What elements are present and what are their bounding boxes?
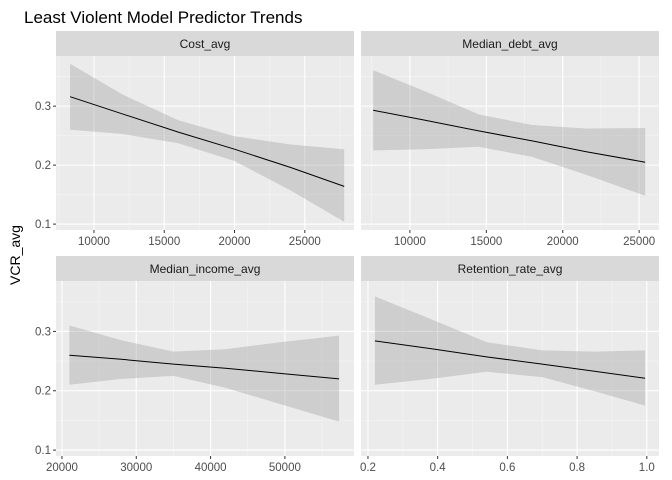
- x-tick-label: 15000: [148, 236, 180, 248]
- confidence-band: [374, 296, 646, 406]
- facet-strip: [56, 31, 354, 56]
- facet-strip: [56, 256, 354, 281]
- confidence-band: [69, 325, 340, 422]
- facet-strip-label: Cost_avg: [180, 37, 231, 51]
- panel-background: [361, 56, 659, 230]
- trend-line: [69, 96, 345, 187]
- panel-median-income-avg: Median_income_avg 20000 30000 40000 50000 0.1…: [35, 256, 354, 474]
- y-tick-label: 0.2: [35, 386, 51, 398]
- x-tick-label: 20000: [46, 462, 78, 474]
- trend-line: [373, 109, 646, 163]
- y-tick-label: 0.1: [35, 445, 51, 457]
- y-tick-label: 0.2: [35, 160, 51, 172]
- x-tick-label: 25000: [623, 236, 655, 248]
- facet-strip-label: Median_income_avg: [150, 262, 261, 276]
- facet-strip-label: Retention_rate_avg: [458, 262, 563, 276]
- x-tick-label: 0.2: [360, 462, 376, 474]
- x-tick-label: 0.8: [569, 462, 585, 474]
- panel-background: [361, 281, 659, 456]
- x-tick-label: 15000: [470, 236, 502, 248]
- x-tick-label: 30000: [120, 462, 152, 474]
- facet-strip: [361, 31, 659, 56]
- x-tick-label: 10000: [394, 236, 426, 248]
- panel-median-debt-avg: Median_debt_avg 10000 15000 20000 25000: [361, 31, 659, 248]
- x-tick-label: 0.6: [499, 462, 515, 474]
- x-tick-label: 50000: [269, 462, 301, 474]
- chart-title: Least Violent Model Predictor Trends: [24, 8, 302, 27]
- facet-strip: [361, 256, 659, 281]
- x-tick-label: 20000: [547, 236, 579, 248]
- facet-strip-label: Median_debt_avg: [462, 37, 557, 51]
- x-tick-label: 10000: [78, 236, 110, 248]
- confidence-band: [70, 63, 345, 222]
- y-tick-label: 0.1: [35, 219, 51, 231]
- trend-line: [69, 354, 340, 380]
- x-tick-label: 1.0: [639, 462, 655, 474]
- x-tick-label: 0.4: [430, 462, 447, 474]
- x-tick-label: 20000: [219, 236, 251, 248]
- y-axis-title: VCR_avg: [7, 225, 23, 285]
- x-tick-label: 25000: [289, 236, 321, 248]
- panel-retention-rate-avg: Retention_rate_avg 0.2 0.4 0.6 0.8 1.0: [360, 256, 659, 474]
- panel-cost-avg: Cost_avg 10000 15000 20000 25000 0.1 0.2 0.3: [35, 31, 354, 248]
- trend-line: [374, 340, 646, 379]
- y-tick-label: 0.3: [35, 101, 51, 113]
- y-tick-label: 0.3: [35, 326, 51, 338]
- confidence-band: [373, 70, 646, 196]
- panel-background: [56, 281, 354, 456]
- x-tick-label: 40000: [195, 462, 227, 474]
